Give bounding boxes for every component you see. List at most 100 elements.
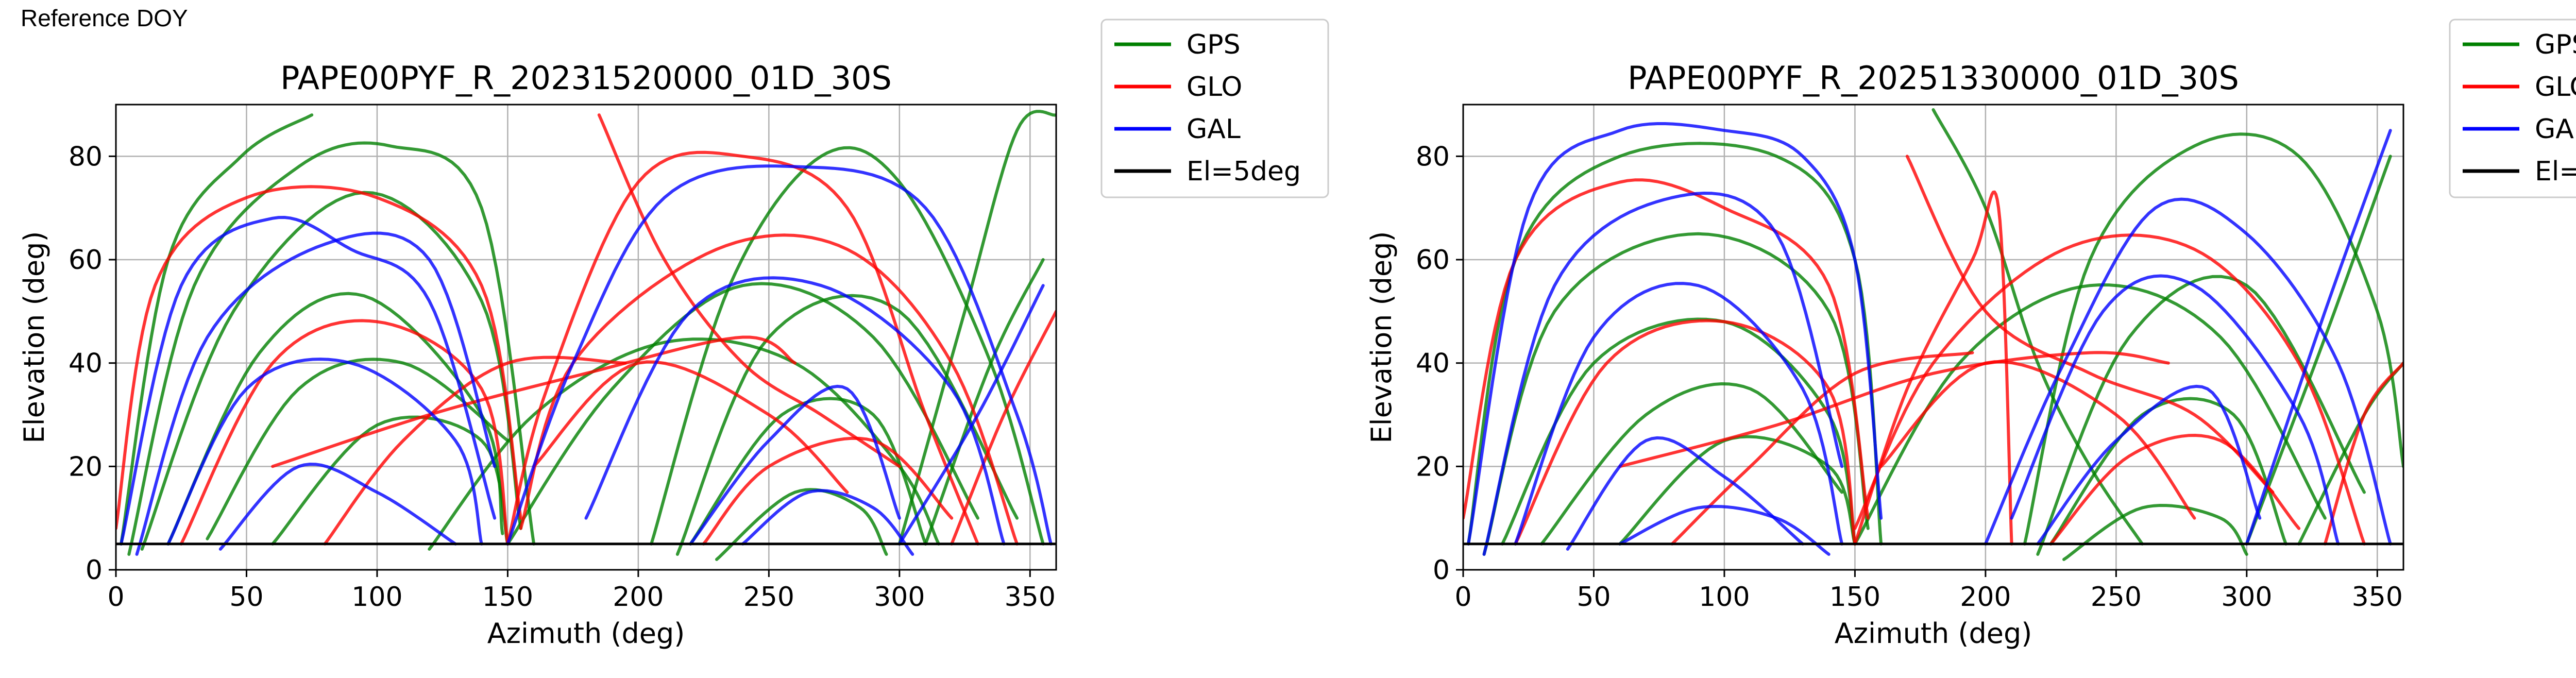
y-tick-label: 40 xyxy=(69,348,103,379)
x-tick-label: 50 xyxy=(229,582,263,613)
track-gal-1 xyxy=(1467,122,1883,546)
track-glo-9 xyxy=(323,355,627,546)
track-glo-10 xyxy=(2323,361,2403,546)
track-gal-9 xyxy=(897,284,1045,546)
track-gps-7 xyxy=(428,337,940,551)
track-gps-11 xyxy=(2062,504,2248,561)
x-tick-label: 350 xyxy=(2352,582,2403,613)
plot-area xyxy=(1463,108,2403,561)
legend: GPS GLO GAL El=5deg xyxy=(2449,19,2576,198)
x-tick-label: 250 xyxy=(2091,582,2142,613)
legend-entry-label: El=5deg xyxy=(1187,156,1301,187)
x-axis-label: Azimuth (deg) xyxy=(1835,617,2032,650)
track-glo-4 xyxy=(1853,190,2013,546)
track-gal-8 xyxy=(2036,384,2262,546)
legend-box xyxy=(1100,19,1329,198)
track-gal-6 xyxy=(1984,197,2392,546)
track-gal-5 xyxy=(506,164,1053,546)
track-glo-1 xyxy=(116,185,522,530)
track-glo-9 xyxy=(1670,351,1974,546)
chart-panel-1: 0 50 100 150 200 250 300 350 0 20 40 60 80 PAPE00PYF_… xyxy=(18,19,1329,650)
y-tick-label: 60 xyxy=(1416,245,1450,276)
legend-entry-label: GLO xyxy=(2535,72,2576,103)
track-gps-14 xyxy=(924,258,1045,546)
track-gps-9 xyxy=(2036,275,2366,556)
track-glo-5 xyxy=(1879,360,2196,520)
legend-entry-label: GAL xyxy=(1187,114,1241,145)
track-gal-5 xyxy=(1618,505,1831,556)
track-gps-11 xyxy=(689,397,927,546)
track-gps-4 xyxy=(166,292,504,546)
axes-frame xyxy=(115,104,1057,571)
track-glo-10 xyxy=(950,310,1056,546)
track-gps-8 xyxy=(506,282,979,546)
x-tick-label: 150 xyxy=(1829,582,1880,613)
track-glo-4 xyxy=(506,150,979,546)
track-gal-7 xyxy=(2010,274,2340,546)
x-tick-label: 100 xyxy=(351,582,402,613)
x-tick-label: 150 xyxy=(482,582,533,613)
track-gps-1 xyxy=(120,113,314,546)
y-tick-label: 60 xyxy=(69,245,103,276)
track-gps-13 xyxy=(897,110,1056,546)
track-glo-2 xyxy=(1514,319,1857,546)
track-gps-5 xyxy=(1618,435,1857,546)
x-tick-label: 300 xyxy=(2221,582,2272,613)
page-label: Reference DOY xyxy=(21,5,188,31)
track-gal-9 xyxy=(2245,129,2392,546)
track-gps-6 xyxy=(1931,108,2144,546)
x-tick-label: 350 xyxy=(1005,582,1056,613)
y-tick-label: 80 xyxy=(69,141,103,172)
y-tick-label: 20 xyxy=(69,451,103,482)
y-tick-label: 40 xyxy=(1416,348,1450,379)
track-gal-8 xyxy=(741,489,914,556)
legend-entry-label: GPS xyxy=(2535,29,2576,60)
track-gps-3 xyxy=(140,191,522,551)
legend: GPS GLO GAL El=5deg xyxy=(1100,19,1329,198)
track-gps-2 xyxy=(1482,232,1870,556)
track-glo-2 xyxy=(179,319,510,546)
track-gal-2 xyxy=(1482,192,1844,556)
track-gps-4 xyxy=(1540,382,1844,546)
track-glo-8 xyxy=(702,436,954,546)
chart-title: PAPE00PYF_R_20231520000_01D_30S xyxy=(280,59,892,97)
track-gal-2 xyxy=(135,231,497,556)
track-glo-7 xyxy=(1905,155,2275,494)
track-gal-3 xyxy=(1514,282,1844,546)
track-gal-4 xyxy=(218,463,457,551)
legend-entry-label: El=5deg xyxy=(2535,156,2576,187)
y-axis-label: Elevation (deg) xyxy=(1365,231,1398,444)
plot-area xyxy=(116,110,1056,561)
legend-entry-label: GLO xyxy=(1187,72,1242,103)
track-glo-3 xyxy=(271,335,797,468)
x-tick-label: 200 xyxy=(613,582,664,613)
track-gps-7 xyxy=(1853,283,2327,546)
legend-entry-label: GAL xyxy=(2535,114,2576,145)
x-tick-label: 0 xyxy=(107,582,124,613)
chart-panel-2: 0 50 100 150 200 250 300 350 0 20 40 60 80 PAPE00PYF_… xyxy=(1365,19,2576,650)
legend-entry-label: GPS xyxy=(1187,29,1241,60)
track-glo-7 xyxy=(597,113,901,468)
axes-frame xyxy=(1462,104,2404,571)
y-tick-label: 0 xyxy=(1433,555,1450,586)
x-tick-label: 100 xyxy=(1699,582,1750,613)
track-gal-4 xyxy=(1566,436,1804,551)
x-tick-label: 300 xyxy=(874,582,925,613)
track-gal-7 xyxy=(689,384,901,546)
y-tick-label: 20 xyxy=(1416,451,1450,482)
track-gps-3 xyxy=(1501,317,1857,546)
x-tick-label: 0 xyxy=(1454,582,1471,613)
track-gps-9 xyxy=(650,146,1045,546)
track-gal-3 xyxy=(166,358,483,546)
chart-title: PAPE00PYF_R_20251330000_01D_30S xyxy=(1628,59,2239,97)
y-axis-label: Elevation (deg) xyxy=(18,231,50,444)
track-gps-6 xyxy=(271,415,510,546)
x-tick-label: 200 xyxy=(1960,582,2011,613)
track-glo-3 xyxy=(1618,351,2170,468)
x-tick-label: 50 xyxy=(1577,582,1611,613)
y-tick-label: 0 xyxy=(86,555,103,586)
track-gps-2 xyxy=(127,141,536,556)
track-gps-10 xyxy=(2049,397,2287,546)
legend-box xyxy=(2449,19,2576,198)
track-gal-1 xyxy=(120,216,497,546)
